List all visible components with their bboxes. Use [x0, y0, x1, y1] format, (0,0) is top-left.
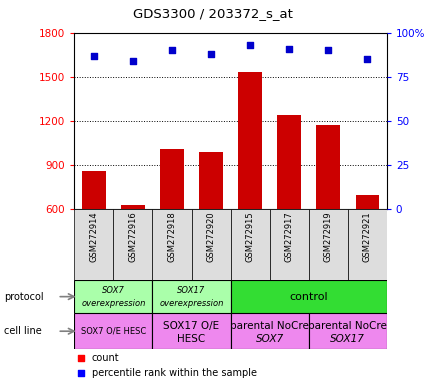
FancyBboxPatch shape	[230, 280, 387, 313]
Bar	[238, 73, 262, 209]
Text: SOX7: SOX7	[255, 334, 284, 344]
Bar	[82, 171, 105, 209]
Text: GSM272917: GSM272917	[285, 212, 294, 262]
Point	[77, 355, 84, 361]
FancyBboxPatch shape	[348, 209, 387, 280]
Text: control: control	[289, 291, 328, 302]
Text: GDS3300 / 203372_s_at: GDS3300 / 203372_s_at	[133, 7, 292, 20]
Point	[91, 53, 97, 59]
Text: SOX17 O/E: SOX17 O/E	[164, 321, 220, 331]
FancyBboxPatch shape	[269, 209, 309, 280]
FancyBboxPatch shape	[230, 313, 309, 349]
Text: GSM272914: GSM272914	[89, 212, 99, 262]
Bar	[278, 115, 301, 209]
Bar	[121, 205, 144, 209]
FancyBboxPatch shape	[74, 313, 153, 349]
Text: count: count	[91, 353, 119, 363]
Text: cell line: cell line	[4, 326, 42, 336]
Text: overexpression: overexpression	[159, 299, 224, 308]
Text: SOX17: SOX17	[177, 286, 206, 295]
Bar	[317, 125, 340, 209]
Text: GSM272920: GSM272920	[207, 212, 215, 262]
Point	[130, 58, 136, 64]
Point	[325, 47, 332, 53]
Text: GSM272915: GSM272915	[246, 212, 255, 262]
FancyBboxPatch shape	[309, 313, 387, 349]
Text: SOX7 O/E HESC: SOX7 O/E HESC	[81, 327, 146, 336]
Text: GSM272919: GSM272919	[324, 212, 333, 262]
Text: GSM272916: GSM272916	[128, 212, 137, 262]
Point	[246, 42, 253, 48]
Text: SOX17: SOX17	[330, 334, 365, 344]
Bar	[355, 195, 379, 209]
FancyBboxPatch shape	[309, 209, 348, 280]
FancyBboxPatch shape	[153, 313, 230, 349]
Text: SOX7: SOX7	[102, 286, 125, 295]
Text: HESC: HESC	[177, 334, 206, 344]
Bar	[199, 152, 223, 209]
Point	[286, 45, 292, 51]
FancyBboxPatch shape	[192, 209, 230, 280]
FancyBboxPatch shape	[113, 209, 153, 280]
Text: parental NoCre: parental NoCre	[230, 321, 309, 331]
Point	[169, 47, 176, 53]
Point	[77, 370, 84, 376]
FancyBboxPatch shape	[153, 209, 192, 280]
Text: overexpression: overexpression	[81, 299, 146, 308]
Text: percentile rank within the sample: percentile rank within the sample	[91, 368, 257, 378]
FancyBboxPatch shape	[153, 280, 230, 313]
Bar	[160, 149, 184, 209]
Text: GSM272918: GSM272918	[167, 212, 176, 262]
FancyBboxPatch shape	[74, 280, 153, 313]
Text: GSM272921: GSM272921	[363, 212, 372, 262]
Text: parental NoCre: parental NoCre	[308, 321, 387, 331]
Text: protocol: protocol	[4, 291, 44, 302]
Point	[364, 56, 371, 62]
FancyBboxPatch shape	[74, 209, 113, 280]
FancyBboxPatch shape	[230, 209, 269, 280]
Point	[208, 51, 215, 57]
